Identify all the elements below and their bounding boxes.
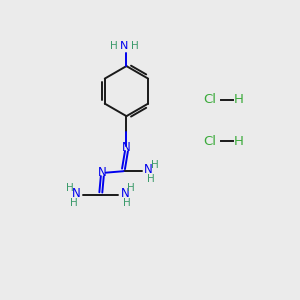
Text: Cl: Cl	[203, 93, 216, 106]
Text: N: N	[72, 187, 81, 200]
Text: H: H	[131, 41, 139, 51]
Text: Cl: Cl	[203, 135, 216, 148]
Text: H: H	[234, 135, 244, 148]
Text: N: N	[144, 163, 153, 176]
Text: H: H	[70, 198, 78, 208]
Text: N: N	[122, 141, 131, 154]
Text: H: H	[147, 174, 155, 184]
Text: N: N	[120, 41, 128, 51]
Text: N: N	[121, 187, 129, 200]
Text: H: H	[66, 183, 74, 193]
Text: H: H	[127, 183, 135, 193]
Text: H: H	[234, 93, 244, 106]
Text: H: H	[151, 160, 159, 170]
Text: H: H	[110, 41, 118, 51]
Text: H: H	[123, 198, 130, 208]
Text: N: N	[98, 166, 107, 179]
